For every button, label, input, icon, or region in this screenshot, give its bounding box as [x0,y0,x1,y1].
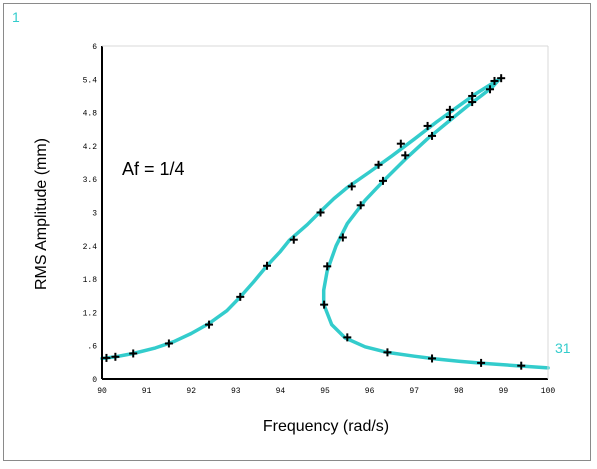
y-tick-label: 4.2 [83,143,98,152]
series-line [100,76,550,370]
data-point [477,358,486,367]
data-point [428,354,437,363]
data-point [468,98,477,107]
chart-frame [3,3,591,461]
data-point [205,320,214,329]
y-tick-label: 2.4 [83,243,98,252]
x-tick-label: 95 [320,387,330,396]
data-points [102,74,526,370]
corner-label-right: 31 [555,340,571,356]
x-tick-label: 94 [276,387,286,396]
data-point [445,113,454,122]
x-tick-label: 90 [97,387,107,396]
data-point [445,105,454,114]
data-point [263,261,272,270]
data-point [486,85,495,94]
data-point [323,262,332,271]
data-point [517,361,526,370]
data-point [316,208,325,217]
data-point [343,333,352,342]
y-tick-label: .6 [87,343,97,352]
data-point [338,233,347,242]
data-point [423,121,432,130]
data-point [396,139,405,148]
corner-label-top-left: 1 [12,9,20,25]
x-tick-label: 100 [541,387,556,396]
x-tick-label: 99 [499,387,509,396]
data-point [289,235,298,244]
data-point [111,352,120,361]
y-tick-label: 5.4 [83,76,98,85]
x-tick-label: 93 [231,387,241,396]
data-point [428,131,437,140]
y-tick-label: 1.2 [83,309,98,318]
curve-layer [100,76,550,370]
x-tick-label: 97 [409,387,419,396]
tick-labels: 90 91 92 93 94 95 96 97 98 99 100 0 .6 1.2 1.8 2.4 3 3.6 4… [83,43,556,396]
y-tick-label: 1.8 [83,276,98,285]
data-point [356,201,365,210]
data-point [401,151,410,160]
x-axis-title: Frequency (rad/s) [263,418,389,435]
data-point [374,160,383,169]
annotation-af: Af = 1/4 [122,159,185,179]
y-axis-title: RMS Amplitude (mm) [33,138,50,290]
x-tick-label: 98 [454,387,464,396]
data-point [497,74,506,83]
data-point [490,76,499,85]
data-point [347,182,356,191]
x-tick-label: 92 [186,387,196,396]
data-point [378,176,387,185]
plot-border [101,45,549,380]
data-point [164,339,173,348]
data-point [129,349,138,358]
data-point [102,353,111,362]
x-tick-label: 96 [365,387,375,396]
data-point [383,348,392,357]
y-tick-label: 4.8 [83,110,98,119]
y-tick-label: 3.6 [83,176,98,185]
x-tick-label: 91 [142,387,152,396]
data-point [320,300,329,309]
y-tick-label: 0 [92,376,97,385]
data-point [236,292,245,301]
y-tick-label: 3 [92,210,97,219]
y-tick-label: 6 [92,43,97,52]
